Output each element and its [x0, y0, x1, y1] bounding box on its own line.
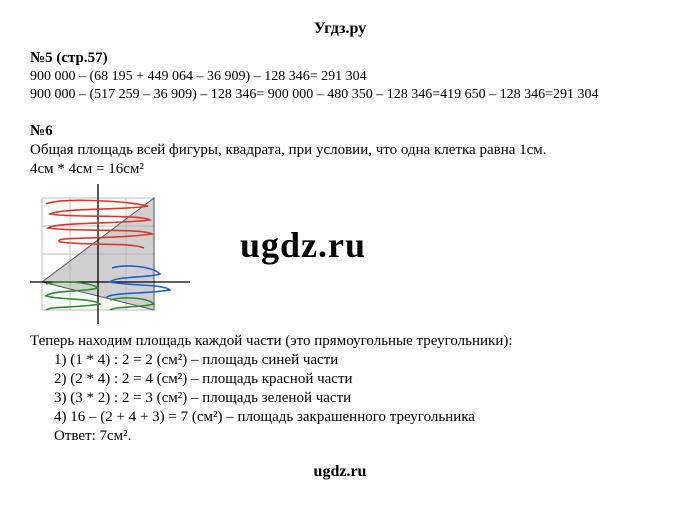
problem6-item-4: 4) 16 – (2 + 4 + 3) = 7 (см²) – площадь … — [54, 409, 650, 426]
figure-container: ugdz.ru — [30, 184, 190, 329]
site-footer: ugdz.ru — [30, 463, 650, 481]
problem6-item-2: 2) (2 * 4) : 2 = 4 (см²) – площадь красн… — [54, 371, 650, 388]
problem6-answer: Ответ: 7см². — [54, 428, 650, 445]
problem6-intro2: 4см * 4см = 16см² — [30, 161, 650, 178]
site-header: Угдз.ру — [30, 20, 650, 38]
problem5-label: №5 (стр.57) — [30, 50, 650, 67]
problem6-item-3: 3) (3 * 2) : 2 = 3 (см²) – площадь зелен… — [54, 390, 650, 407]
problem6-label: №6 — [30, 123, 650, 140]
problem5-eq2: 900 000 – (517 259 – 36 909) – 128 346= … — [30, 87, 650, 103]
problem6-after-figure: Теперь находим площадь каждой части (это… — [30, 333, 650, 350]
watermark-text: ugdz.ru — [240, 224, 366, 266]
problem6-item-1: 1) (1 * 4) : 2 = 2 (см²) – площадь синей… — [54, 352, 650, 369]
problem6-intro1: Общая площадь всей фигуры, квадрата, при… — [30, 142, 650, 159]
problem5-eq1: 900 000 – (68 195 + 449 064 – 36 909) – … — [30, 69, 650, 85]
geometry-figure — [30, 184, 190, 324]
